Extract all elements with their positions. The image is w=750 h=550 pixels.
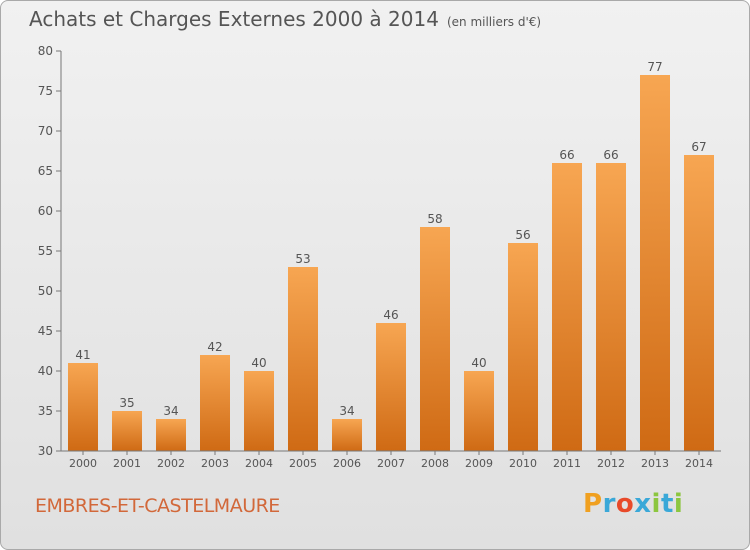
y-tick-label: 70 [38,124,53,138]
logo-letter: t [660,489,674,519]
logo-letter: r [602,489,616,519]
logo-letter: i [651,489,661,519]
bar-value-label: 34 [163,404,178,418]
bar [420,227,450,451]
x-tick-label: 2009 [465,457,493,470]
bar [288,267,318,451]
x-tick-label: 2011 [553,457,581,470]
bar-value-label: 56 [515,228,530,242]
y-tick-label: 80 [38,44,53,58]
bar-value-label: 34 [339,404,354,418]
x-tick-label: 2012 [597,457,625,470]
x-tick-label: 2001 [113,457,141,470]
bar [640,75,670,451]
y-tick-label: 35 [38,404,53,418]
y-tick-label: 65 [38,164,53,178]
bar [244,371,274,451]
y-tick-label: 55 [38,244,53,258]
bar-value-label: 53 [295,252,310,266]
proxiti-logo: Proxiti [583,489,683,519]
logo-letter: o [615,489,635,519]
bar [508,243,538,451]
bar [332,419,362,451]
chart-title-text: Achats et Charges Externes 2000 à 2014 [29,7,439,31]
x-tick-label: 2007 [377,457,405,470]
bar [200,355,230,451]
x-tick-label: 2000 [69,457,97,470]
x-tick-label: 2004 [245,457,273,470]
bar-value-label: 67 [691,140,706,154]
bar [112,411,142,451]
bar-value-label: 35 [119,396,134,410]
y-tick-label: 50 [38,284,53,298]
bar [156,419,186,451]
bar-value-label: 66 [603,148,618,162]
logo-letter: i [673,489,684,519]
x-tick-label: 2014 [685,457,713,470]
x-tick-label: 2005 [289,457,317,470]
logo-letter: P [583,489,603,519]
y-tick-label: 45 [38,324,53,338]
x-tick-label: 2003 [201,457,229,470]
bar-value-label: 42 [207,340,222,354]
x-tick-label: 2010 [509,457,537,470]
bar-value-label: 46 [383,308,398,322]
y-tick-label: 40 [38,364,53,378]
bar-value-label: 40 [471,356,486,370]
x-tick-label: 2013 [641,457,669,470]
bar [68,363,98,451]
x-tick-label: 2002 [157,457,185,470]
bar [552,163,582,451]
bar-value-label: 58 [427,212,442,226]
axes-layer: 30 35 40 45 50 55 60 65 70 75 80 2000 2001 2002 2003 20… [38,44,721,470]
x-tick-label: 2006 [333,457,361,470]
y-tick-label: 60 [38,204,53,218]
x-tick-label: 2008 [421,457,449,470]
bar-value-label: 40 [251,356,266,370]
bar [376,323,406,451]
bar-value-label: 41 [75,348,90,362]
bars-layer: 41 35 34 42 40 53 34 46 58 40 56 66 66 77 67 [68,60,714,451]
bar-value-label: 77 [647,60,662,74]
commune-name: EMBRES-ET-CASTELMAURE [35,495,280,517]
chart-title: Achats et Charges Externes 2000 à 2014 (e… [29,7,541,31]
bar [596,163,626,451]
chart-subtitle: (en milliers d'€) [446,15,542,29]
y-tick-label: 30 [38,444,53,458]
bar-value-label: 66 [559,148,574,162]
y-tick-label: 75 [38,84,53,98]
bar [684,155,714,451]
bar [464,371,494,451]
logo-letter: x [634,489,652,519]
